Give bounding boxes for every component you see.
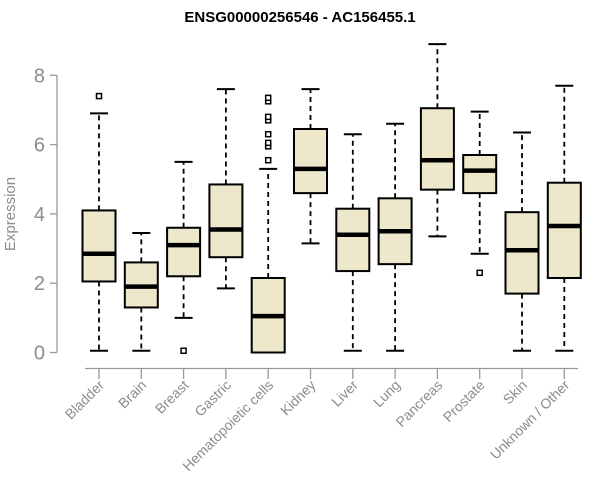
x-tick-label-pancreas: Pancreas [392, 377, 445, 430]
y-tick-label: 0 [34, 343, 45, 365]
iqr-box [208, 183, 244, 259]
x-tick-label-unknown-other: Unknown / Other [487, 377, 573, 463]
outlier-point [180, 347, 187, 355]
boxplot-gastric [208, 88, 244, 290]
boxplot-prostate [462, 110, 498, 277]
boxplot-brain [123, 231, 159, 352]
iqr-box [335, 207, 371, 273]
outlier-point [95, 92, 103, 100]
boxplot-lung [377, 122, 413, 352]
iqr-box [419, 107, 455, 191]
outlier-point [264, 94, 272, 102]
boxplot-kidney [293, 88, 328, 245]
x-tick-label-lung: Lung [370, 377, 403, 410]
iqr-box [462, 153, 498, 195]
y-tick-label: 6 [34, 135, 45, 157]
iqr-box [504, 211, 540, 295]
outlier-point [264, 113, 272, 121]
iqr-box [166, 226, 202, 278]
boxplot-pancreas [419, 43, 455, 238]
boxplot-bladder [81, 92, 117, 352]
iqr-box [546, 181, 582, 280]
x-tick-label-liver: Liver [328, 377, 361, 410]
x-tick-label-breast: Breast [152, 377, 192, 417]
outlier-point [476, 269, 483, 277]
outlier-point [264, 130, 272, 138]
x-tick-label-prostate: Prostate [440, 377, 488, 425]
boxplot-liver [335, 133, 371, 352]
y-tick-label: 8 [34, 65, 45, 87]
y-tick-label: 2 [34, 273, 45, 295]
boxplot-skin [504, 131, 540, 352]
x-tick-label-kidney: Kidney [277, 377, 319, 419]
x-tick-label-skin: Skin [500, 377, 531, 408]
boxplot-hematopoietic-cells [250, 94, 286, 354]
y-tick-label: 4 [34, 204, 45, 226]
boxplot-breast [166, 160, 202, 355]
x-tick-label-bladder: Bladder [62, 377, 108, 423]
chart-title: ENSG00000256546 - AC156455.1 [184, 9, 415, 26]
axes: 0 2 4 6 8 [34, 65, 578, 379]
iqr-box [293, 128, 328, 195]
y-axis-label: Expression [2, 177, 19, 251]
x-tick-label-brain: Brain [115, 377, 149, 411]
outlier-point [264, 139, 272, 147]
outlier-point [264, 156, 272, 164]
iqr-box [81, 209, 117, 283]
boxplot-unknown-other [546, 84, 582, 352]
box-series [81, 43, 582, 355]
